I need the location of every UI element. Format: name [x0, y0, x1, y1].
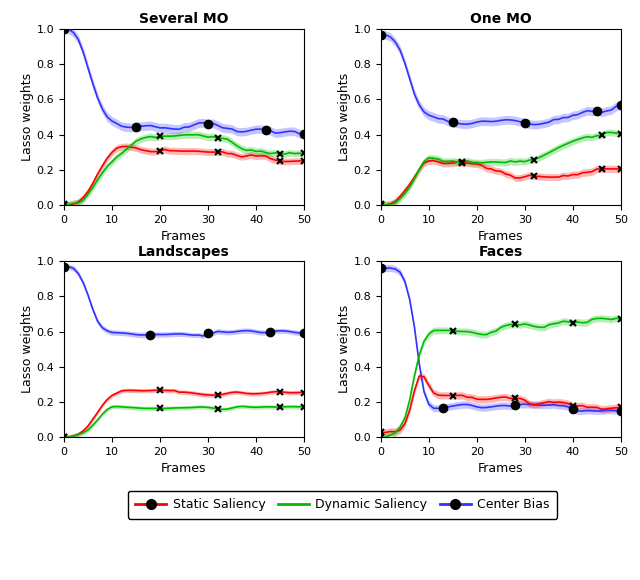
Title: One MO: One MO: [470, 12, 532, 27]
Title: Landscapes: Landscapes: [138, 245, 230, 259]
Legend: Static Saliency, Dynamic Saliency, Center Bias: Static Saliency, Dynamic Saliency, Cente…: [127, 491, 557, 519]
Y-axis label: Lasso weights: Lasso weights: [337, 73, 351, 161]
X-axis label: Frames: Frames: [161, 230, 207, 243]
X-axis label: Frames: Frames: [161, 462, 207, 476]
Title: Several MO: Several MO: [140, 12, 228, 27]
Y-axis label: Lasso weights: Lasso weights: [337, 305, 351, 393]
Title: Faces: Faces: [479, 245, 523, 259]
Y-axis label: Lasso weights: Lasso weights: [20, 305, 34, 393]
X-axis label: Frames: Frames: [478, 230, 524, 243]
X-axis label: Frames: Frames: [478, 462, 524, 476]
Y-axis label: Lasso weights: Lasso weights: [20, 73, 34, 161]
